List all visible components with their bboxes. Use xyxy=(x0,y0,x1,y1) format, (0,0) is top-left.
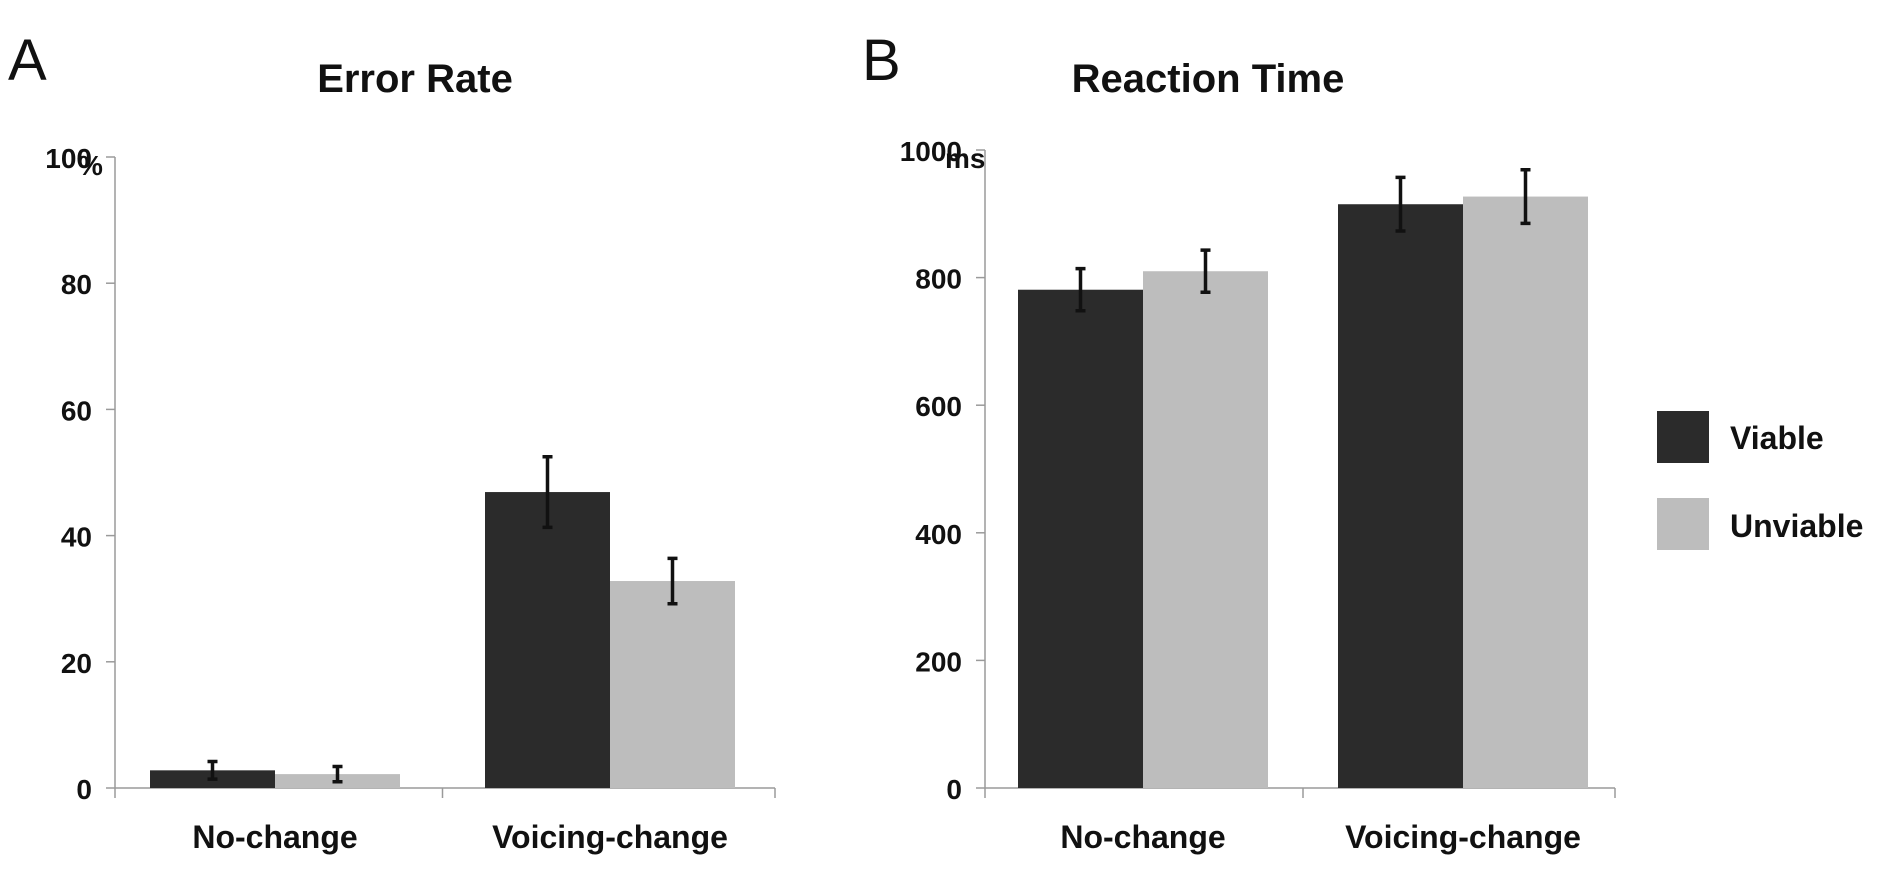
legend-label-unviable: Unviable xyxy=(1730,508,1863,544)
panel-a-y-tick-label: 60 xyxy=(61,395,92,426)
panel-b-y-tick-label: 1000 xyxy=(900,136,962,167)
panel-b-title: Reaction Time xyxy=(1072,57,1345,101)
panel-b-error-bar-unviable-no-change xyxy=(1200,248,1211,295)
panel-b-bar-viable-no-change xyxy=(1018,289,1143,788)
panel-b-y-tick-label: 0 xyxy=(946,774,962,805)
panel-a-y-tick-label: 0 xyxy=(76,774,92,805)
panel-a-y-tick-label: 40 xyxy=(61,522,92,553)
panel-b-category-label: No-change xyxy=(1060,819,1225,855)
panel-b-category-label: Voicing-change xyxy=(1345,819,1581,855)
panel-a-y-tick-label: 100 xyxy=(45,143,92,174)
panel-a-y-unit: % xyxy=(78,150,103,181)
panel-b-error-bar-viable-no-change xyxy=(1075,266,1086,313)
panel-a-title: Error Rate xyxy=(317,57,513,101)
panel-a-category-label: Voicing-change xyxy=(492,819,728,855)
panel-a-error-bar-viable-no-change xyxy=(207,759,218,781)
panel-b-y-tick-label: 600 xyxy=(915,391,962,422)
panel-a-error-bar-unviable-voicing-change xyxy=(667,556,678,606)
panel-a-category-label: No-change xyxy=(192,819,357,855)
panel-b-y-tick-label: 800 xyxy=(915,264,962,295)
panel-a-bar-unviable-voicing-change xyxy=(610,581,735,788)
panel-b-bar-unviable-no-change xyxy=(1143,271,1268,789)
panel-a-error-bar-viable-voicing-change xyxy=(542,454,553,530)
legend-swatch-viable xyxy=(1657,411,1709,463)
panel-b-y-unit: ms xyxy=(945,143,985,174)
panel-a-y-tick-label: 20 xyxy=(61,648,92,679)
panel-b-y-tick-label: 400 xyxy=(915,519,962,550)
legend: Viable Unviable xyxy=(1657,411,1863,550)
panel-b-reaction-time: B Reaction Time ms 0 200 400 600 800 1000 No-c… xyxy=(862,28,1616,855)
panel-b-bar-unviable-voicing-change xyxy=(1463,196,1588,789)
legend-label-viable: Viable xyxy=(1730,420,1824,456)
panel-b-y-tick-label: 200 xyxy=(915,646,962,677)
panel-b-error-bar-viable-voicing-change xyxy=(1395,175,1406,233)
panel-b-error-bar-unviable-voicing-change xyxy=(1520,168,1531,226)
legend-swatch-unviable xyxy=(1657,498,1709,550)
panel-a-error-bar-unviable-no-change xyxy=(332,764,343,784)
panel-a-letter: A xyxy=(8,28,47,93)
panel-a-error-rate: A Error Rate % 0 20 40 60 80 100 No-change Voic… xyxy=(8,28,776,855)
panel-b-letter: B xyxy=(862,28,901,93)
panel-a-bar-viable-voicing-change xyxy=(485,492,610,788)
panel-b-bar-viable-voicing-change xyxy=(1338,204,1463,789)
panel-a-y-tick-label: 80 xyxy=(61,269,92,300)
